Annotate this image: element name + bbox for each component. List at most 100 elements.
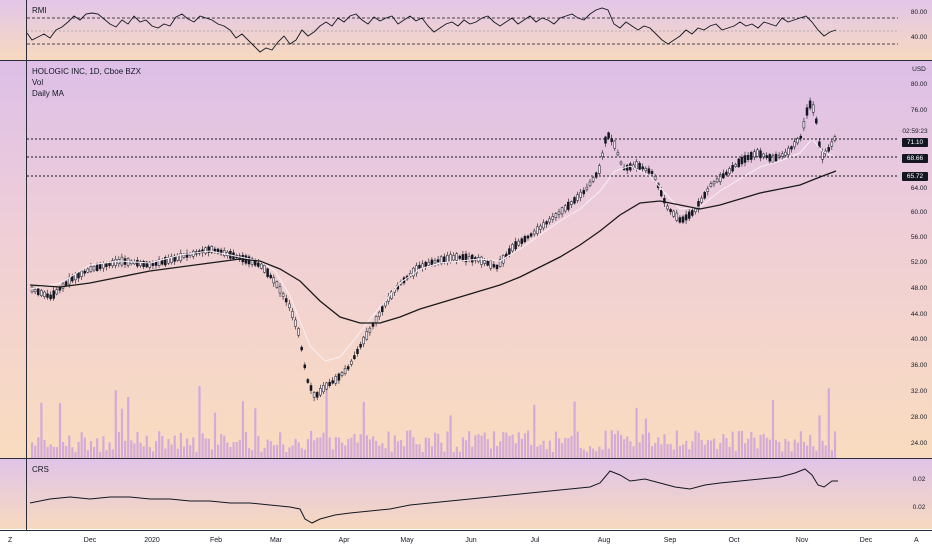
volume-bar: [418, 444, 421, 458]
candle: [594, 172, 598, 178]
candle: [33, 289, 37, 293]
ma-legend[interactable]: Daily MA: [32, 89, 65, 98]
price-tick: 40.00: [910, 336, 928, 343]
volume-bar: [663, 434, 666, 458]
volume-bar: [421, 451, 424, 458]
volume-bar: [700, 439, 703, 458]
candle: [185, 253, 189, 258]
volume-bar: [480, 435, 483, 458]
volume-bar: [158, 431, 161, 458]
volume-bars: [31, 383, 837, 458]
candle: [315, 392, 319, 398]
candle: [672, 210, 675, 217]
left-toolbar-border: [26, 0, 27, 530]
volume-bar: [272, 445, 275, 458]
countdown-tag: 02:59:23: [902, 128, 928, 135]
volume-bar: [412, 437, 415, 458]
price-tick: 32.00: [910, 388, 928, 395]
candle: [511, 244, 514, 252]
candle: [260, 263, 263, 269]
volume-bar: [260, 451, 263, 458]
volume-bar: [244, 432, 248, 458]
volume-bar: [80, 432, 83, 458]
volume-legend[interactable]: Vol: [32, 78, 44, 87]
candle: [30, 286, 34, 293]
volume-bar: [359, 434, 362, 458]
candle: [486, 260, 489, 266]
candle: [427, 261, 431, 266]
candle: [319, 388, 322, 396]
candle: [635, 161, 638, 169]
pane-separator[interactable]: [0, 458, 932, 459]
volume-bar: [468, 431, 471, 458]
volume-bar: [827, 388, 830, 458]
candle: [446, 255, 449, 263]
candle: [554, 213, 558, 218]
volume-bar: [675, 430, 678, 458]
candle: [660, 190, 663, 197]
volume-bar: [170, 444, 173, 458]
candle: [588, 181, 592, 187]
main-chart-pane[interactable]: HOLOGIC INC, 1D, Cboe BZX Vol Daily MA: [0, 61, 932, 458]
crs-tick: 0.02: [912, 504, 926, 511]
volume-bar: [471, 446, 474, 458]
time-label: Jul: [530, 537, 540, 544]
volume-bar: [682, 444, 685, 458]
time-axis[interactable]: Z Dec 2020 Feb Mar Apr May Jun Jul Aug S…: [0, 530, 932, 551]
candle: [464, 253, 468, 263]
rmi-tick: 40.00: [910, 34, 928, 41]
candle: [377, 311, 381, 317]
volume-bar: [573, 401, 576, 458]
volume-bar: [728, 446, 731, 458]
volume-bar: [204, 438, 207, 458]
candle: [756, 149, 759, 157]
candle: [306, 379, 310, 383]
candle: [365, 331, 369, 340]
volume-bar: [511, 434, 514, 458]
candle: [309, 385, 313, 391]
pane-separator[interactable]: [0, 60, 932, 61]
price-tick: 80.00: [910, 81, 928, 88]
candle: [213, 248, 217, 252]
candle: [805, 107, 809, 116]
rmi-pane[interactable]: RMI: [0, 0, 932, 60]
candle: [489, 260, 493, 269]
volume-bar: [238, 439, 241, 458]
volume-bar: [740, 430, 744, 458]
candle: [145, 261, 148, 268]
volume-bar: [155, 441, 158, 458]
candle: [532, 230, 536, 235]
volume-bar: [691, 441, 694, 458]
candle: [182, 254, 186, 258]
volume-bar: [210, 449, 213, 458]
candle: [663, 198, 666, 204]
candle: [619, 161, 623, 165]
volume-bar: [257, 436, 260, 458]
candle: [157, 259, 161, 266]
candle: [508, 248, 511, 255]
candle: [204, 247, 207, 254]
candle: [523, 236, 527, 243]
volume-bar: [176, 448, 179, 458]
candle: [350, 360, 353, 365]
candle: [539, 225, 542, 230]
candle: [498, 259, 502, 267]
candle: [371, 323, 375, 327]
candle: [433, 260, 437, 264]
candle: [480, 256, 483, 265]
volume-bar: [375, 440, 378, 458]
volume-bar: [37, 437, 40, 458]
candle: [167, 257, 170, 264]
candle: [102, 263, 105, 269]
price-scale[interactable]: 80.00 40.00 USD 80.00 76.00 64.00 60.00 …: [898, 0, 932, 530]
symbol-title[interactable]: HOLOGIC INC, 1D, Cboe BZX: [32, 67, 141, 76]
timezone-button[interactable]: Z: [8, 537, 13, 544]
candle: [821, 151, 824, 160]
volume-bar: [688, 449, 691, 458]
volume-bar: [151, 451, 155, 458]
crs-pane[interactable]: CRS: [0, 459, 932, 529]
autoscale-button[interactable]: A: [914, 537, 919, 544]
volume-bar: [765, 437, 768, 458]
volume-bar: [632, 446, 635, 458]
candle: [641, 166, 644, 170]
